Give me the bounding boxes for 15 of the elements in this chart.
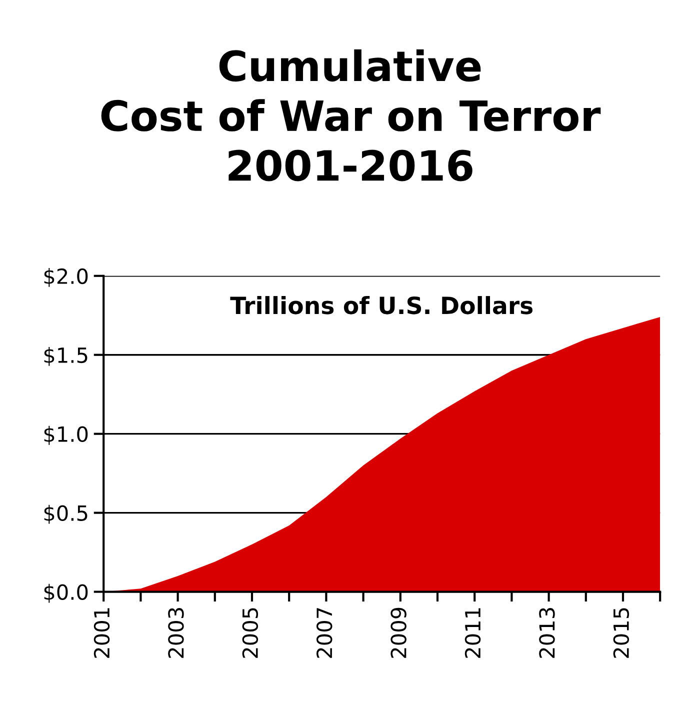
y-tick-label: $0.0 bbox=[44, 584, 88, 603]
x-tick-label: 2009 bbox=[390, 608, 406, 658]
y-tick-label: $1.5 bbox=[44, 346, 88, 366]
x-tick-label: 2005 bbox=[242, 608, 258, 658]
y-tick-label: $1.0 bbox=[44, 426, 88, 445]
x-tick-label: 2011 bbox=[464, 608, 481, 658]
x-tick-label: 2015 bbox=[613, 608, 630, 658]
x-tick-label: 2007 bbox=[316, 608, 332, 658]
y-tick-label: $2.0 bbox=[44, 268, 88, 287]
x-tick-label: 2001 bbox=[94, 608, 110, 658]
text: Trillions of U.S. Dollars bbox=[230, 296, 532, 314]
x-tick-label: 2003 bbox=[168, 608, 184, 658]
chart-title: Cumulative Cost of War on Terror 2001-2016 bbox=[101, 49, 601, 182]
y-tick-label: $0.5 bbox=[44, 504, 88, 524]
x-tick-label: 2013 bbox=[539, 608, 555, 658]
